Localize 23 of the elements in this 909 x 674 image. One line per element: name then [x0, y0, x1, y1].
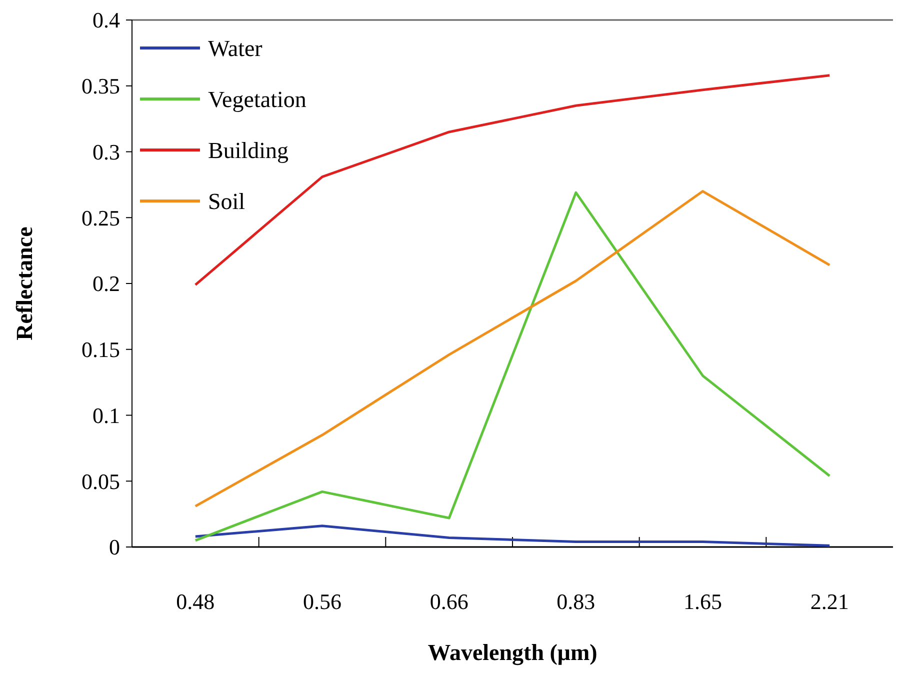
y-axis-title: Reflectance [12, 226, 37, 340]
y-tick-label: 0.05 [82, 468, 120, 494]
y-tick-label: 0.25 [82, 205, 120, 230]
x-tick-label: 2.21 [810, 589, 849, 614]
line-series [194, 74, 831, 286]
line-series [194, 524, 831, 547]
x-axis-title: Wavelength (μm) [428, 640, 598, 666]
x-tick-label: 1.65 [684, 589, 722, 614]
x-tick-label: 0.48 [176, 589, 215, 614]
legend-label: Water [208, 36, 263, 62]
y-tick-label: 0.3 [92, 139, 120, 164]
x-tick-label: 0.56 [303, 589, 342, 614]
legend-label: Soil [208, 189, 246, 214]
y-tick-label: 0.2 [92, 271, 120, 296]
x-tick-label: 0.83 [556, 589, 596, 614]
legend-label: Building [208, 138, 290, 164]
y-tick-label: 0.15 [82, 337, 120, 362]
y-tick-label: 0.4 [92, 8, 120, 33]
y-tick-label: 0.1 [92, 402, 120, 428]
y-tick-label: 0.35 [82, 74, 120, 99]
x-tick-label: 0.66 [430, 589, 468, 614]
y-tick-label: 0 [109, 534, 120, 560]
legend-label: Vegetation [208, 87, 307, 112]
